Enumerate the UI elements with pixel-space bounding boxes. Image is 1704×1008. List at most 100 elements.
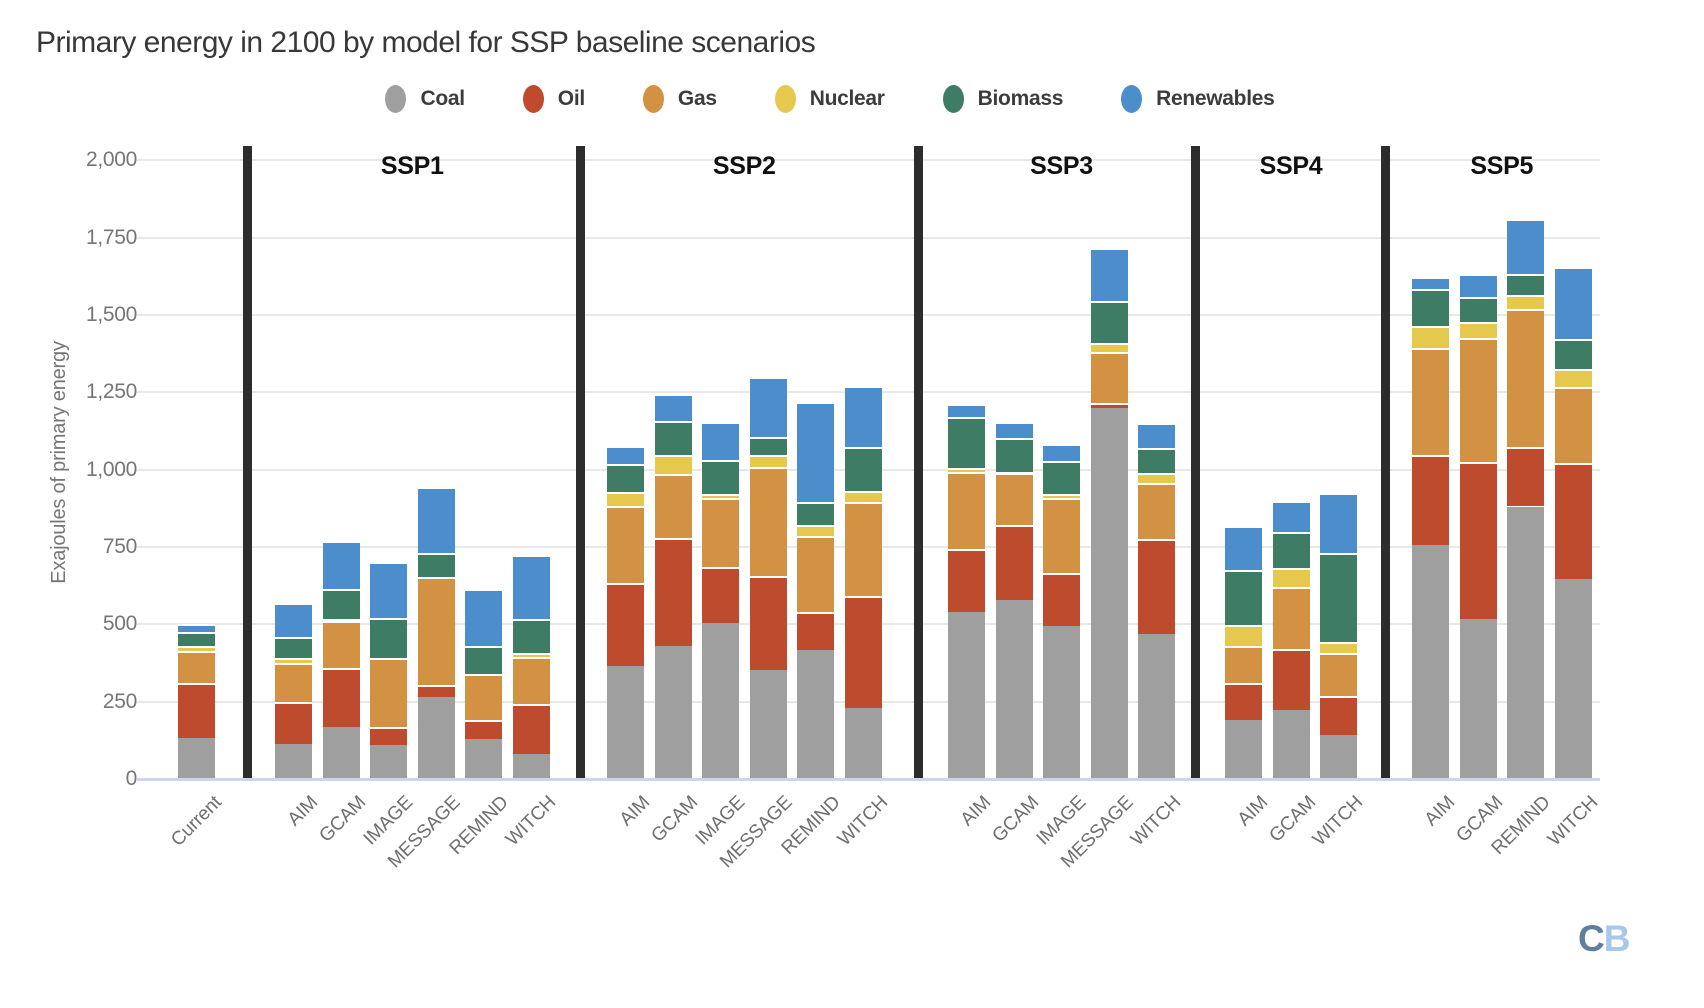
segment-ssp4-aim-oil[interactable]	[1225, 683, 1262, 720]
segment-ssp1-message-renewables[interactable]	[417, 486, 455, 554]
segment-ssp2-witch-biomass[interactable]	[844, 446, 882, 491]
segment-ssp3-witch-oil[interactable]	[1138, 539, 1175, 634]
segment-ssp2-message-oil[interactable]	[749, 576, 787, 671]
segment-ssp1-aim-biomass[interactable]	[275, 637, 312, 659]
segment-ssp2-message-gas[interactable]	[749, 466, 787, 577]
segment-ssp1-message-coal[interactable]	[417, 696, 455, 779]
legend-item-oil[interactable]: Oil	[522, 85, 585, 113]
segment-ssp2-image-coal[interactable]	[702, 623, 739, 779]
segment-ssp1-image-gas[interactable]	[370, 658, 407, 728]
segment-ssp2-image-renewables[interactable]	[702, 422, 739, 460]
segment-ssp3-aim-oil[interactable]	[948, 548, 985, 613]
segment-ssp3-witch-renewables[interactable]	[1138, 422, 1175, 449]
segment-ssp4-witch-biomass[interactable]	[1320, 553, 1357, 642]
segment-ssp3-image-nuclear[interactable]	[1043, 493, 1080, 498]
segment-ssp3-aim-gas[interactable]	[948, 472, 985, 549]
legend-item-nuclear[interactable]: Nuclear	[774, 85, 885, 113]
segment-ssp1-message-oil[interactable]	[417, 684, 455, 697]
segment-ssp5-witch-gas[interactable]	[1554, 386, 1592, 463]
segment-ssp4-aim-renewables[interactable]	[1225, 526, 1262, 570]
segment-ssp5-witch-biomass[interactable]	[1554, 339, 1592, 370]
segment-ssp3-gcam-coal[interactable]	[995, 599, 1033, 779]
segment-ssp5-aim-coal[interactable]	[1412, 545, 1449, 779]
segment-ssp2-aim-renewables[interactable]	[607, 445, 644, 465]
segment-ssp4-aim-biomass[interactable]	[1225, 569, 1262, 626]
segment-ssp4-witch-coal[interactable]	[1320, 735, 1357, 779]
segment-ssp1-witch-coal[interactable]	[512, 753, 550, 779]
segment-current-current-coal[interactable]	[178, 738, 215, 779]
segment-ssp1-gcam-nuclear[interactable]	[322, 618, 360, 622]
segment-ssp5-remind-oil[interactable]	[1507, 447, 1544, 507]
legend-item-coal[interactable]: Coal	[385, 85, 465, 113]
segment-ssp3-gcam-biomass[interactable]	[995, 438, 1033, 472]
segment-ssp4-gcam-nuclear[interactable]	[1272, 568, 1310, 587]
segment-ssp2-image-oil[interactable]	[702, 567, 739, 624]
segment-ssp5-gcam-gas[interactable]	[1459, 338, 1497, 462]
segment-ssp4-witch-nuclear[interactable]	[1320, 641, 1357, 653]
legend-item-gas[interactable]: Gas	[642, 85, 717, 113]
segment-ssp1-message-biomass[interactable]	[417, 553, 455, 577]
segment-ssp2-remind-coal[interactable]	[797, 649, 834, 779]
segment-ssp4-aim-gas[interactable]	[1225, 646, 1262, 684]
segment-ssp2-witch-oil[interactable]	[844, 596, 882, 708]
segment-ssp5-aim-gas[interactable]	[1412, 347, 1449, 455]
segment-ssp1-aim-nuclear[interactable]	[275, 658, 312, 664]
segment-ssp2-aim-biomass[interactable]	[607, 464, 644, 493]
segment-ssp4-aim-coal[interactable]	[1225, 719, 1262, 779]
segment-ssp1-witch-oil[interactable]	[512, 703, 550, 754]
segment-ssp1-aim-oil[interactable]	[275, 701, 312, 745]
segment-ssp5-aim-nuclear[interactable]	[1412, 326, 1449, 348]
segment-ssp3-gcam-renewables[interactable]	[995, 421, 1033, 439]
segment-ssp3-image-biomass[interactable]	[1043, 461, 1080, 494]
segment-ssp1-witch-nuclear[interactable]	[512, 653, 550, 658]
segment-ssp2-message-coal[interactable]	[749, 670, 787, 779]
segment-ssp5-remind-biomass[interactable]	[1507, 273, 1544, 295]
segment-ssp4-gcam-biomass[interactable]	[1272, 531, 1310, 569]
segment-ssp5-remind-gas[interactable]	[1507, 308, 1544, 448]
segment-ssp1-gcam-oil[interactable]	[322, 668, 360, 727]
segment-ssp1-aim-coal[interactable]	[275, 744, 312, 779]
segment-ssp2-witch-coal[interactable]	[844, 707, 882, 779]
segment-ssp4-aim-nuclear[interactable]	[1225, 625, 1262, 647]
segment-ssp1-remind-coal[interactable]	[465, 739, 502, 779]
segment-ssp4-gcam-oil[interactable]	[1272, 649, 1310, 710]
segment-ssp1-gcam-gas[interactable]	[322, 621, 360, 669]
segment-ssp2-gcam-oil[interactable]	[654, 538, 692, 646]
segment-ssp5-gcam-renewables[interactable]	[1459, 274, 1497, 298]
segment-ssp3-message-renewables[interactable]	[1090, 247, 1128, 302]
segment-ssp3-witch-nuclear[interactable]	[1138, 472, 1175, 483]
segment-ssp3-witch-coal[interactable]	[1138, 633, 1175, 779]
segment-ssp5-aim-oil[interactable]	[1412, 454, 1449, 546]
segment-ssp2-aim-coal[interactable]	[607, 666, 644, 779]
segment-ssp1-remind-renewables[interactable]	[465, 589, 502, 647]
segment-ssp5-remind-coal[interactable]	[1507, 506, 1544, 779]
segment-ssp1-gcam-coal[interactable]	[322, 726, 360, 779]
segment-ssp3-message-oil[interactable]	[1090, 402, 1128, 408]
segment-ssp2-gcam-coal[interactable]	[654, 645, 692, 779]
segment-ssp2-gcam-renewables[interactable]	[654, 394, 692, 421]
segment-ssp1-message-gas[interactable]	[417, 576, 455, 685]
segment-ssp5-witch-renewables[interactable]	[1554, 266, 1592, 340]
segment-ssp5-witch-coal[interactable]	[1554, 579, 1592, 779]
segment-ssp2-gcam-gas[interactable]	[654, 473, 692, 539]
segment-ssp3-image-gas[interactable]	[1043, 497, 1080, 573]
segment-ssp1-witch-gas[interactable]	[512, 657, 550, 704]
segment-ssp4-witch-oil[interactable]	[1320, 696, 1357, 736]
segment-ssp2-remind-biomass[interactable]	[797, 501, 834, 526]
segment-ssp2-aim-gas[interactable]	[607, 505, 644, 583]
segment-ssp3-image-oil[interactable]	[1043, 573, 1080, 626]
segment-ssp1-aim-renewables[interactable]	[275, 602, 312, 638]
segment-ssp2-message-biomass[interactable]	[749, 436, 787, 456]
segment-ssp3-gcam-nuclear[interactable]	[995, 471, 1033, 474]
segment-ssp1-witch-biomass[interactable]	[512, 618, 550, 654]
segment-ssp1-remind-biomass[interactable]	[465, 646, 502, 675]
segment-ssp4-witch-renewables[interactable]	[1320, 492, 1357, 554]
segment-ssp2-aim-nuclear[interactable]	[607, 492, 644, 506]
segment-ssp4-gcam-coal[interactable]	[1272, 710, 1310, 779]
segment-ssp2-image-biomass[interactable]	[702, 459, 739, 494]
segment-ssp2-message-nuclear[interactable]	[749, 455, 787, 467]
segment-ssp4-witch-gas[interactable]	[1320, 652, 1357, 697]
segment-ssp5-witch-nuclear[interactable]	[1554, 369, 1592, 387]
segment-ssp3-witch-gas[interactable]	[1138, 482, 1175, 540]
segment-ssp5-aim-biomass[interactable]	[1412, 289, 1449, 327]
